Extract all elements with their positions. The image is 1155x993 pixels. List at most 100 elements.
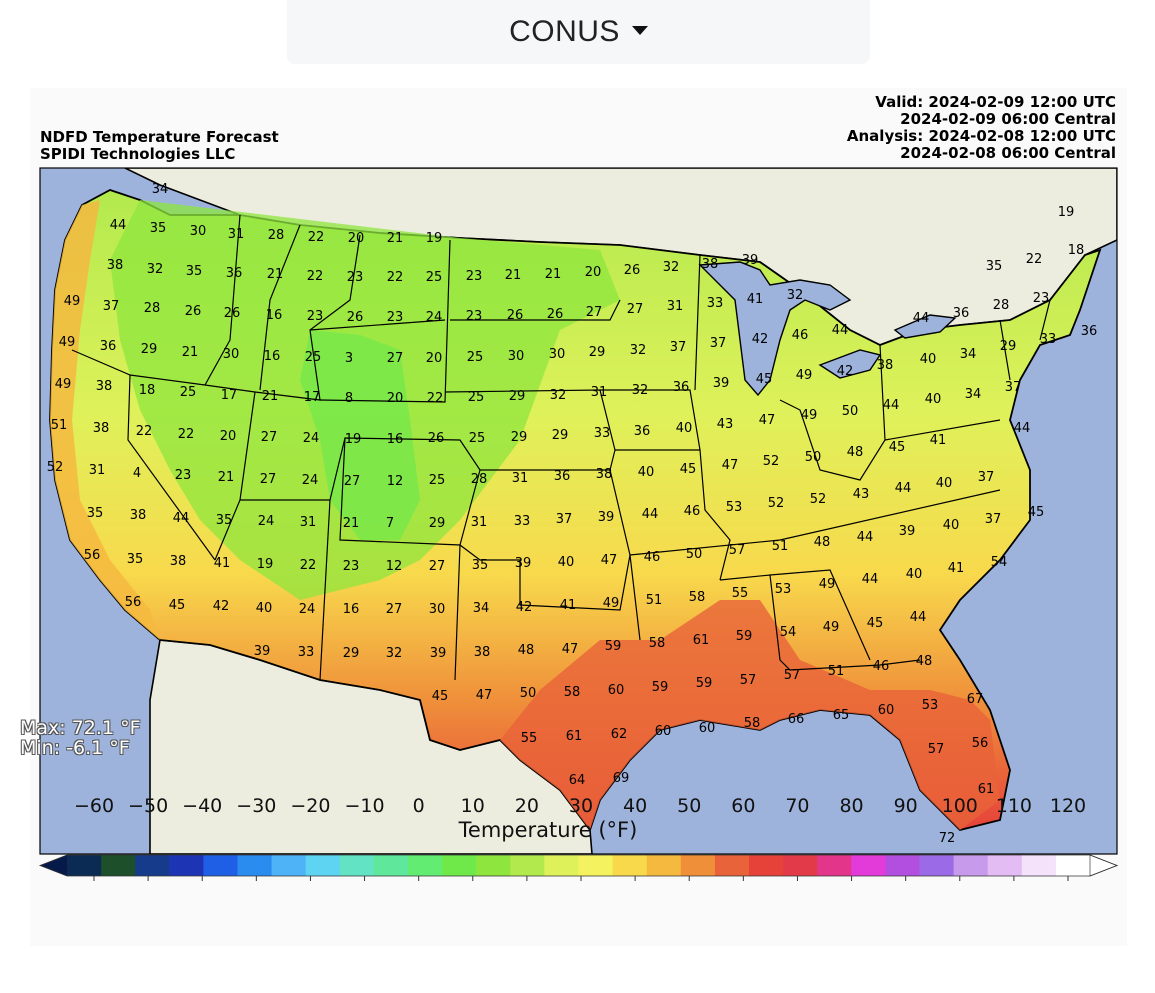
temperature-label: 48	[916, 654, 933, 669]
temperature-label: 57	[740, 673, 757, 688]
temperature-label: 45	[169, 598, 186, 613]
region-selector-button[interactable]: CONUS	[287, 0, 870, 64]
colorbar-segment	[817, 855, 852, 876]
temperature-label: 26	[428, 431, 445, 446]
colorbar-segment	[987, 855, 1023, 876]
temperature-label: 56	[125, 595, 142, 610]
temperature-label: 34	[965, 387, 982, 402]
temperature-label: 17	[221, 388, 238, 403]
temperature-label: 23	[387, 310, 404, 325]
temperature-label: 28	[471, 472, 488, 487]
temperature-label: 54	[780, 625, 797, 640]
temperature-label: 34	[960, 347, 977, 362]
temperature-label: 7	[386, 516, 394, 531]
temperature-label: 22	[427, 391, 444, 406]
temperature-label: 30	[223, 347, 240, 362]
colorbar-segment	[544, 855, 580, 876]
temperature-label: 45	[680, 462, 697, 477]
temperature-label: 59	[696, 676, 713, 691]
temperature-label: 18	[139, 383, 156, 398]
colorbar-tick-label: 70	[785, 795, 810, 817]
temperature-label: 27	[429, 559, 446, 574]
colorbar-segment	[1021, 855, 1057, 876]
temperature-label: 16	[387, 432, 404, 447]
colorbar-segment	[1055, 855, 1091, 876]
temperature-label: 35	[127, 552, 144, 567]
temperature-label: 41	[747, 292, 764, 307]
temperature-label: 32	[147, 262, 164, 277]
temperature-label: 60	[699, 721, 716, 736]
temperature-label: 16	[264, 349, 281, 364]
temperature-label: 24	[426, 310, 443, 325]
temperature-label: 56	[84, 548, 101, 563]
temperature-label: 52	[768, 496, 785, 511]
temperature-label: 22	[178, 427, 195, 442]
temperature-label: 23	[347, 270, 364, 285]
temperature-label: 44	[173, 511, 190, 526]
temperature-label: 21	[545, 267, 562, 282]
temperature-label: 19	[345, 432, 362, 447]
colorbar-tick-label: 60	[731, 795, 756, 817]
temperature-label: 54	[991, 555, 1008, 570]
colorbar-tick-label: −10	[344, 795, 385, 817]
colorbar-segment	[373, 855, 409, 876]
temperature-label: 47	[476, 688, 493, 703]
temperature-label: 22	[387, 270, 404, 285]
temperature-label: 25	[180, 385, 197, 400]
temperature-label: 31	[512, 471, 529, 486]
temperature-label: 25	[426, 270, 443, 285]
temperature-label: 24	[258, 514, 275, 529]
temperature-label: 44	[862, 572, 879, 587]
temperature-label: 25	[468, 390, 485, 405]
colorbar-segment	[135, 855, 170, 876]
temperature-label: 43	[717, 417, 734, 432]
temperature-label: 23	[466, 309, 483, 324]
temperature-label: 40	[638, 465, 655, 480]
temperature-label: 37	[670, 340, 687, 355]
temperature-label: 36	[100, 339, 117, 354]
temperature-label: 36	[554, 469, 571, 484]
colorbar-tick-label: 40	[623, 795, 648, 817]
temperature-label: 39	[713, 376, 730, 391]
temperature-label: 60	[878, 703, 895, 718]
temperature-label: 40	[920, 352, 937, 367]
temperature-label: 45	[889, 440, 906, 455]
temperature-label: 61	[693, 633, 710, 648]
colorbar-frame	[38, 854, 1119, 877]
temperature-label: 51	[51, 418, 68, 433]
temperature-label: 59	[652, 680, 669, 695]
colorbar-segment	[680, 855, 716, 876]
temperature-label: 45	[867, 616, 884, 631]
temperature-label: 19	[426, 231, 443, 246]
stats-box: Max: 72.1 °F Min: -6.1 °F	[20, 718, 141, 758]
temperature-label: 48	[847, 445, 864, 460]
temperature-label: 46	[684, 504, 701, 519]
temperature-label: 67	[967, 692, 984, 707]
temperature-label: 37	[556, 512, 573, 527]
temperature-label: 57	[729, 543, 746, 558]
temperature-label: 20	[348, 231, 365, 246]
temperature-label: 31	[471, 515, 488, 530]
temperature-label: 21	[387, 231, 404, 246]
temperature-label: 28	[268, 228, 285, 243]
temperature-label: 48	[814, 535, 831, 550]
temperature-label: 58	[649, 636, 666, 651]
temperature-label: 46	[873, 659, 890, 674]
temperature-label: 29	[509, 389, 526, 404]
temperature-label: 47	[562, 642, 579, 657]
colorbar-low-arrow	[40, 855, 67, 876]
colorbar-tick-label: 80	[839, 795, 864, 817]
colorbar-segment	[67, 855, 102, 876]
colorbar-tick-label: 10	[460, 795, 485, 817]
temperature-label: 39	[899, 524, 916, 539]
temperature-label: 52	[810, 492, 827, 507]
temperature-label: 37	[710, 336, 727, 351]
temperature-label: 33	[514, 514, 531, 529]
figure-title: NDFD Temperature Forecast SPIDI Technolo…	[40, 129, 279, 163]
temperature-label: 17	[304, 390, 321, 405]
temperature-label: 4	[133, 466, 141, 481]
temperature-label: 29	[141, 342, 158, 357]
temperature-label: 30	[508, 349, 525, 364]
temperature-label: 40	[906, 567, 923, 582]
